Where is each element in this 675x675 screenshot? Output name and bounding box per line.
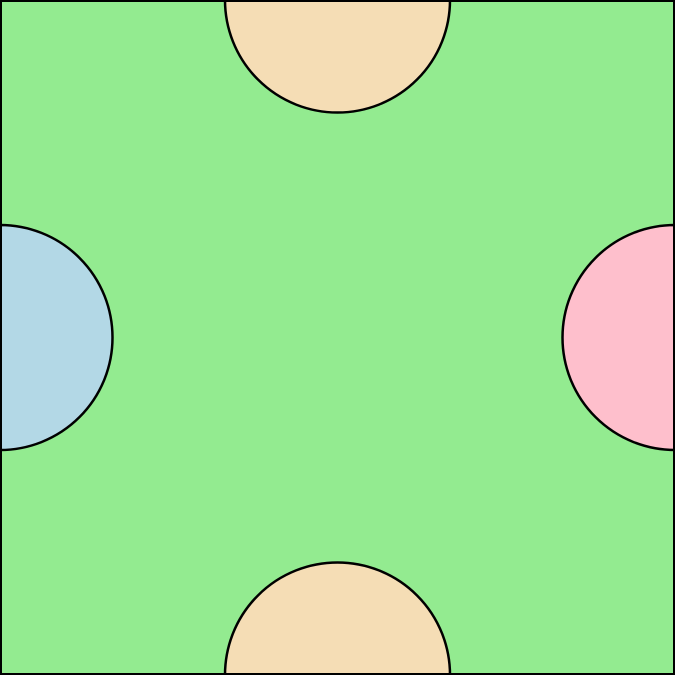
left-semicircle — [0, 223, 114, 452]
bottom-semicircle — [223, 561, 452, 675]
top-semicircle — [223, 0, 452, 114]
right-semicircle — [561, 223, 675, 452]
